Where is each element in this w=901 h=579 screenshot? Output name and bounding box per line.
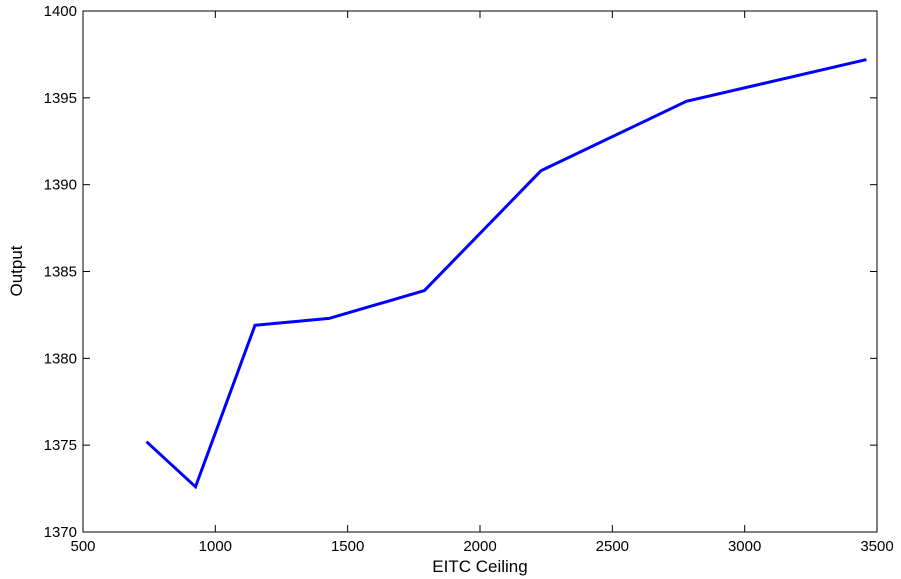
y-axis-label: Output — [7, 245, 26, 296]
y-tick-label: 1385 — [44, 264, 77, 281]
series-line — [145, 58, 867, 490]
plot-area — [82, 10, 878, 533]
y-tick-label: 1375 — [44, 437, 77, 454]
x-tick-label: 2000 — [463, 538, 496, 555]
y-axis: 1370 1375 1380 1385 1390 1395 1400 — [44, 3, 877, 541]
x-tick-label: 500 — [70, 538, 95, 555]
y-tick-label: 1400 — [44, 3, 77, 20]
x-tick-label: 3000 — [728, 538, 761, 555]
x-tick-label: 2500 — [596, 538, 629, 555]
x-tick-label: 3500 — [860, 538, 893, 555]
y-tick-label: 1370 — [44, 524, 77, 541]
x-tick-label: 1500 — [331, 538, 364, 555]
x-tick-label: 1000 — [199, 538, 232, 555]
x-axis: 500 1000 1500 2000 2500 3000 3500 — [70, 11, 894, 555]
series-layer — [145, 58, 867, 490]
y-tick-label: 1390 — [44, 177, 77, 194]
y-tick-label: 1380 — [44, 350, 77, 367]
x-axis-label: EITC Ceiling — [432, 557, 527, 576]
y-tick-label: 1395 — [44, 90, 77, 107]
